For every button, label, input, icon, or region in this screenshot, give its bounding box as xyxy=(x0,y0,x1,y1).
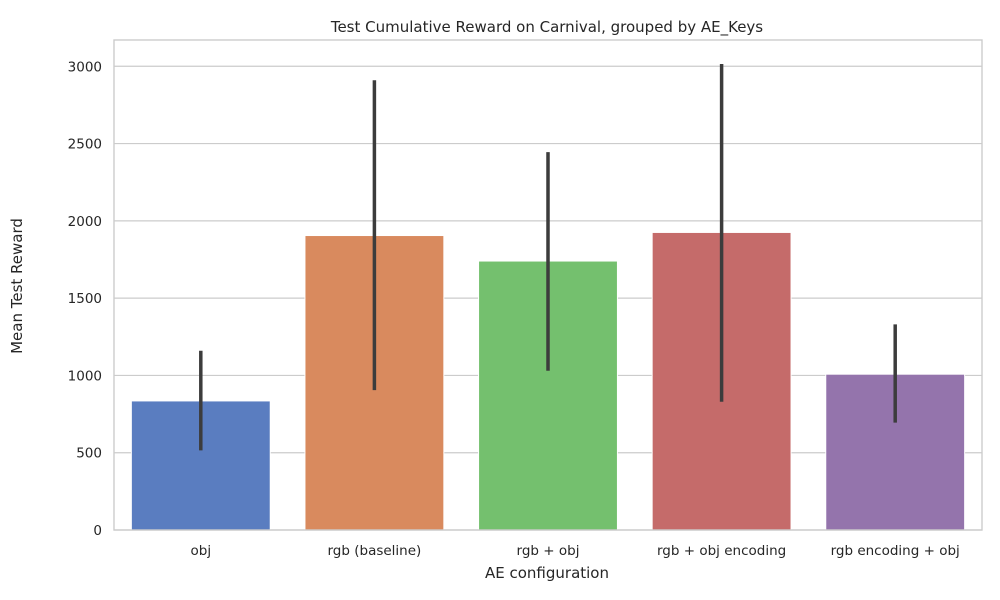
x-tick-labels: obj rgb (baseline) rgb + obj rgb + obj enco… xyxy=(191,543,960,559)
y-tick-label: 2000 xyxy=(68,214,102,230)
plot-frame xyxy=(113,39,983,531)
x-axis-label: AE configuration xyxy=(485,564,609,582)
y-tick-label: 2500 xyxy=(68,137,102,153)
y-axis-label: Mean Test Reward xyxy=(8,218,26,354)
x-tick-label: rgb (baseline) xyxy=(327,543,421,559)
chart-title: Test Cumulative Reward on Carnival, grou… xyxy=(330,18,763,37)
x-tick-label: rgb + obj xyxy=(517,543,580,559)
y-tick-label: 3000 xyxy=(68,59,102,75)
x-tick-label: rgb encoding + obj xyxy=(831,543,960,559)
y-tick-label: 500 xyxy=(76,446,102,462)
y-tick-labels: 0 500 1000 1500 2000 2500 3000 xyxy=(68,59,102,539)
error-bars xyxy=(199,63,897,451)
x-tick-label: obj xyxy=(191,543,212,559)
y-tick-label: 1000 xyxy=(68,368,102,384)
y-tick-label: 0 xyxy=(93,523,102,539)
x-tick-label: rgb + obj encoding xyxy=(657,543,786,559)
y-tick-label: 1500 xyxy=(68,291,102,307)
